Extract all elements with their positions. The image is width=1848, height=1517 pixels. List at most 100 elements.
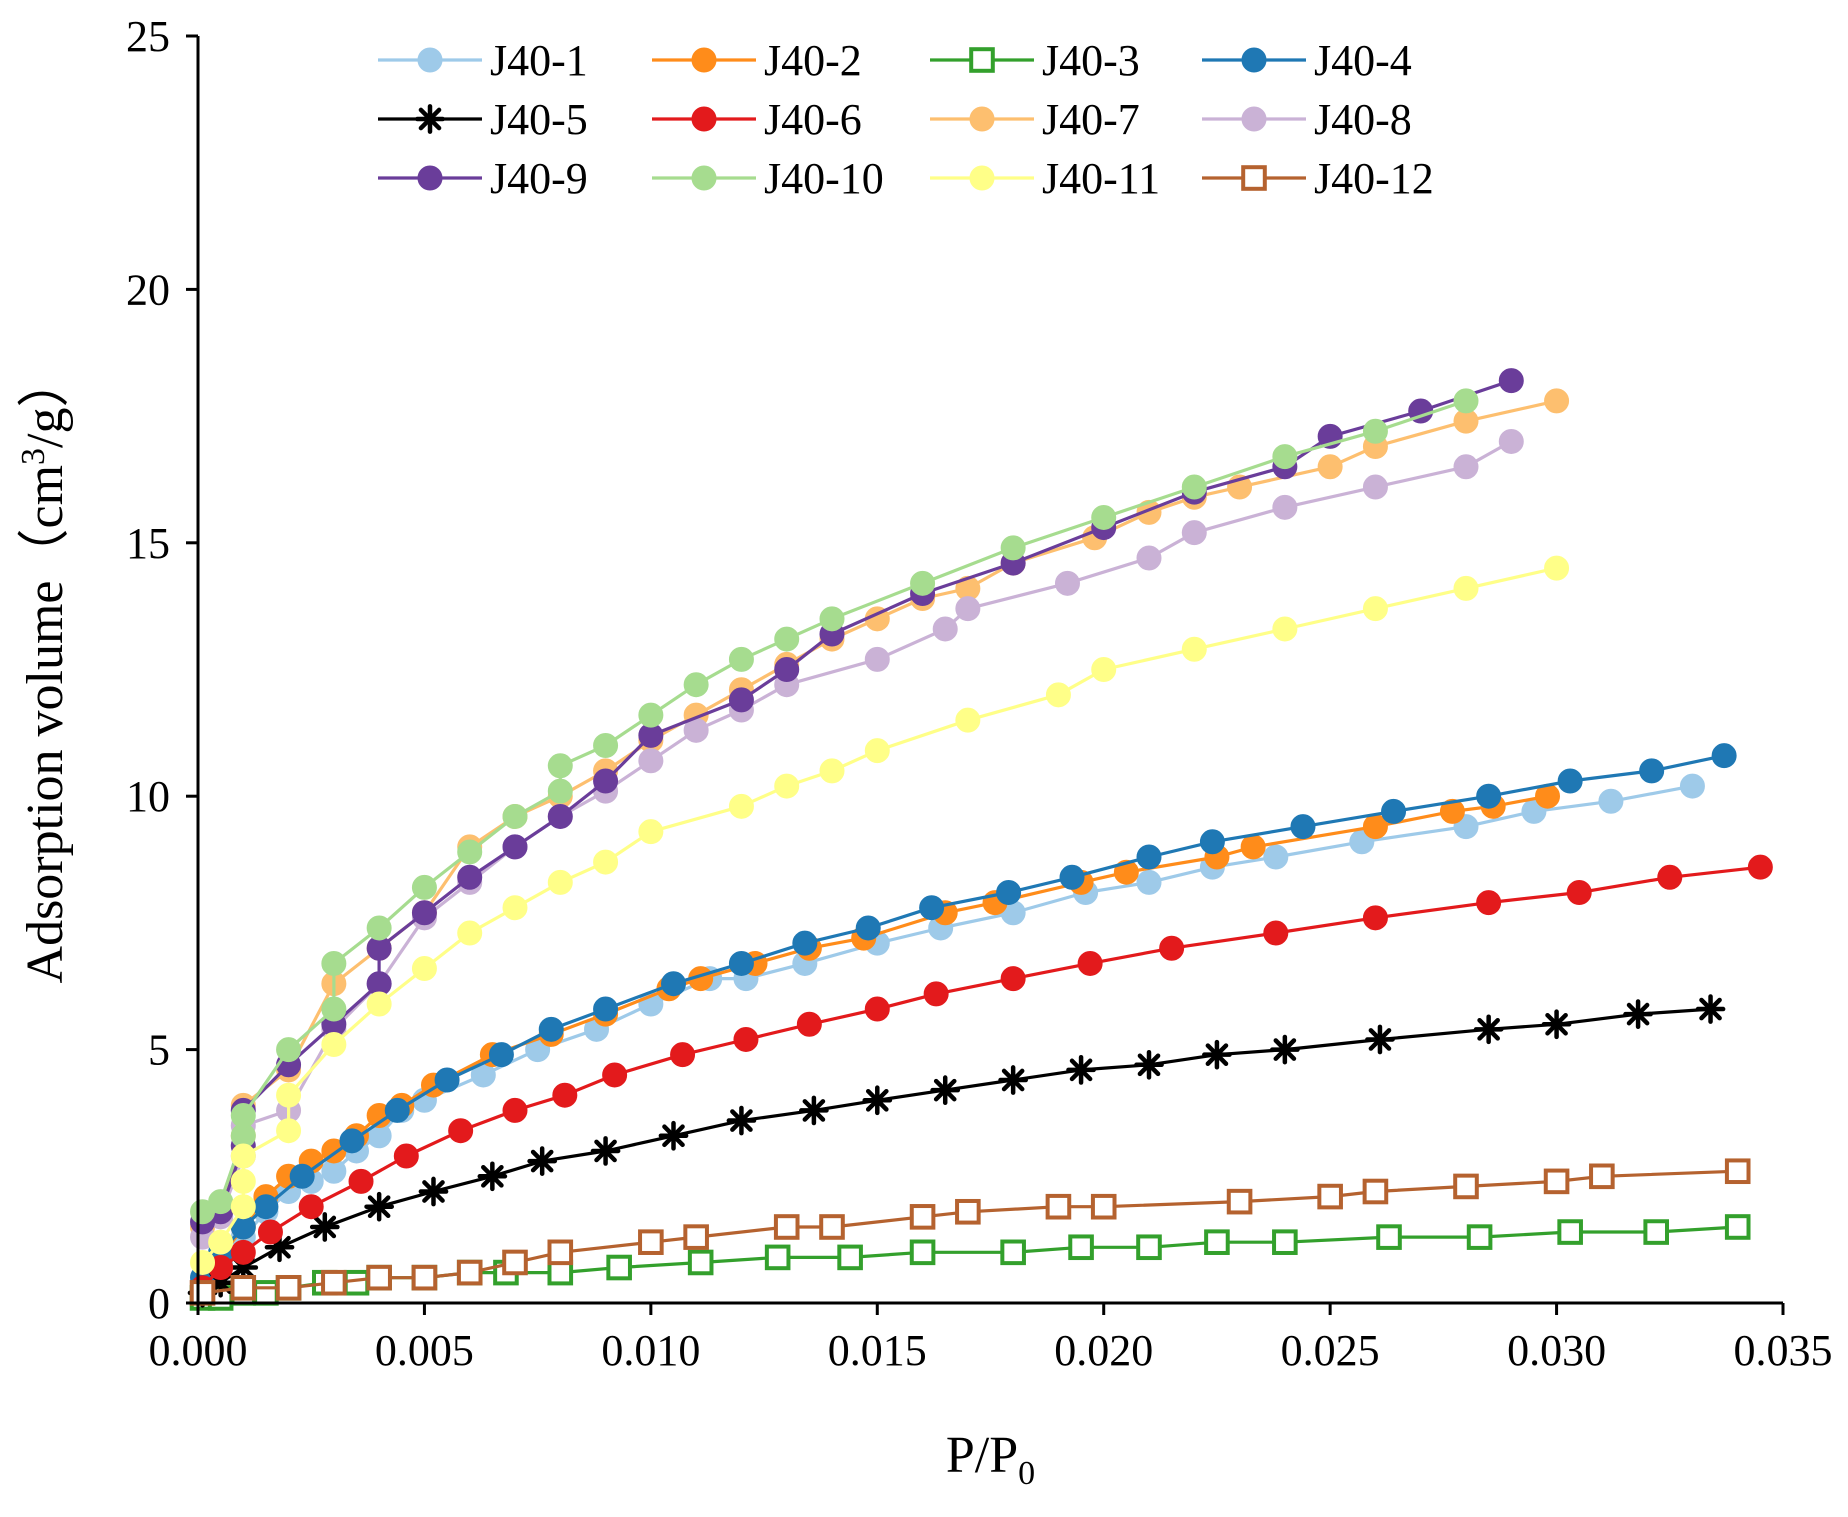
legend-marker-J40-5 [415,104,445,134]
data-point-J40-8-17 [932,616,958,642]
data-point-J40-11-18 [864,738,890,764]
data-point-J40-10-15 [683,672,709,698]
data-point-J40-4-7 [434,1067,460,1093]
series-J40-6 [190,854,1773,1301]
data-point-J40-11-22 [1181,636,1207,662]
data-point-J40-6-13 [796,1011,822,1037]
data-point-J40-11-25 [1453,575,1479,601]
data-point-J40-7-28 [1544,388,1570,414]
data-point-J40-11-16 [774,773,800,799]
series-J40-12 [189,1158,1751,1306]
data-point-J40-5-9 [590,1136,621,1166]
axes: 0.000 0.005 0.010 0.015 0.020 0.025 0.030 0.035… [126,12,1833,1375]
x-tick-label: 0.035 [1734,1326,1833,1375]
data-point-J40-11-23 [1272,616,1298,642]
data-point-J40-11-6 [276,1082,302,1108]
data-point-J40-4-4 [289,1163,315,1189]
legend-label: J40-3 [1042,36,1140,85]
y-tick-label: 20 [126,265,170,314]
data-point-J40-9-8 [411,900,437,926]
data-point-J40-3-24 [1557,1219,1583,1245]
data-point-J40-6-22 [1566,879,1592,905]
y-tick-label: 25 [126,12,170,61]
data-point-J40-3-13 [687,1249,714,1276]
legend-label: J40-5 [490,95,588,144]
data-point-J40-5-21 [1473,1014,1504,1045]
legend-item-J40-11: J40-11 [930,154,1160,203]
legend: J40-1 J40-2 J40-3 J40-4 J40-5 J40-6 J40-7 J40-8… [378,36,1434,203]
data-point-J40-8-21 [1181,520,1207,546]
data-point-J40-12-20 [1453,1173,1479,1200]
y-axis-title: Adsorption volume（cm3/g） [15,356,74,984]
data-point-J40-3-3 [253,1280,279,1306]
data-point-J40-12-21 [1543,1168,1570,1195]
data-point-J40-11-10 [457,920,483,946]
legend-item-J40-1: J40-1 [378,36,588,85]
data-point-J40-10-23 [1272,444,1298,470]
data-point-J40-4-19 [1199,829,1225,855]
data-point-J40-10-4 [276,1037,302,1063]
data-point-J40-12-14 [955,1198,981,1225]
data-point-J40-8-25 [1498,428,1524,454]
data-point-J40-11-2 [230,1194,256,1220]
data-point-J40-4-11 [661,971,686,997]
data-point-J40-4-18 [1136,844,1162,870]
legend-label: J40-12 [1314,154,1434,203]
data-point-J40-6-7 [448,1118,474,1144]
legend-marker-J40-4 [1241,47,1267,73]
data-point-J40-6-11 [670,1042,696,1068]
data-point-J40-11-8 [366,991,392,1017]
data-point-J40-3-18 [1068,1234,1094,1261]
data-point-J40-5-15 [998,1065,1028,1095]
series-line-J40-10 [201,399,1467,1214]
x-tick-label: 0.020 [1054,1326,1153,1375]
data-point-J40-6-14 [864,996,890,1022]
data-point-J40-4-10 [593,996,619,1022]
data-point-J40-1-24 [1263,844,1289,870]
data-point-J40-10-11 [547,778,573,804]
data-point-J40-1-28 [1598,788,1624,814]
data-point-J40-12-18 [1317,1183,1343,1210]
data-point-J40-5-13 [862,1085,893,1116]
data-point-J40-4-22 [1476,783,1502,809]
legend-label: J40-1 [490,36,588,85]
data-point-J40-10-14 [638,702,664,728]
data-point-J40-12-16 [1090,1193,1117,1220]
data-point-J40-10-20 [1000,535,1026,561]
data-point-J40-8-19 [1054,570,1080,596]
data-point-J40-9-11 [547,803,573,829]
data-point-J40-6-8 [502,1097,528,1123]
data-point-J40-12-1 [230,1274,257,1301]
legend-item-J40-7: J40-7 [930,95,1140,144]
plot-area [187,368,1773,1311]
data-point-J40-2-22 [1113,859,1139,885]
data-point-J40-6-9 [552,1082,578,1108]
data-point-J40-3-16 [909,1239,936,1266]
series-J40-10 [190,388,1479,1225]
data-point-J40-8-12 [638,748,664,774]
data-point-J40-4-24 [1639,758,1665,784]
data-point-J40-5-16 [1066,1055,1096,1085]
data-point-J40-4-25 [1711,743,1737,769]
x-tick-label: 0.030 [1507,1326,1606,1375]
data-point-J40-11-21 [1091,657,1117,682]
legend-item-J40-3: J40-3 [930,36,1140,85]
data-point-J40-12-10 [683,1224,709,1250]
data-point-J40-4-8 [488,1042,514,1068]
data-point-J40-11-15 [728,793,754,819]
data-point-J40-3-26 [1724,1214,1751,1240]
data-point-J40-5-20 [1365,1024,1395,1055]
data-point-J40-11-7 [321,1032,347,1058]
data-point-J40-11-24 [1362,596,1388,622]
data-point-J40-12-5 [411,1264,438,1291]
legend-marker-J40-7 [969,106,995,132]
y-tick-label: 15 [126,519,170,568]
data-point-J40-9-14 [728,687,754,713]
data-point-J40-10-10 [502,803,528,829]
data-point-J40-10-17 [774,626,800,652]
data-point-J40-6-21 [1476,890,1502,916]
legend-marker-J40-2 [691,47,717,73]
data-point-J40-3-15 [837,1244,863,1271]
legend-marker-J40-12 [1241,165,1267,191]
